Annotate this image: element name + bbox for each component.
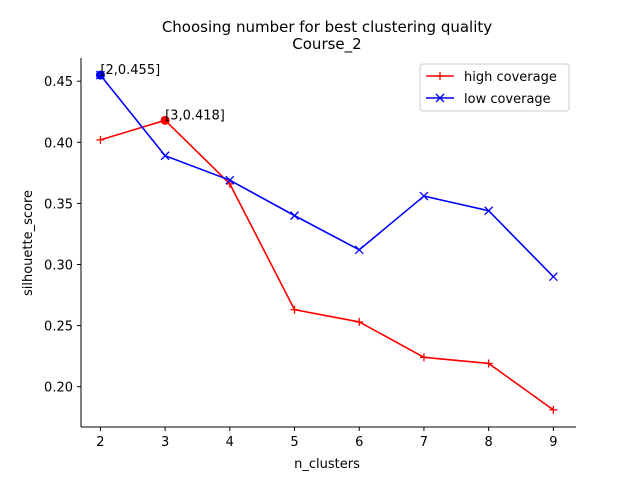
legend: high coverage low coverage (419, 63, 570, 112)
x-tick-label: 2 (96, 435, 104, 450)
y-tick-label: 0.20 (44, 381, 73, 396)
legend-item: low coverage (426, 92, 551, 107)
y-tick-label: 0.25 (44, 320, 73, 335)
x-tick-label: 4 (226, 435, 234, 450)
data-point (290, 211, 299, 221)
annotations: [2,0.455] [3,0.418] (95, 63, 225, 125)
chart-subtitle: Course_2 (292, 35, 361, 54)
axes: 2 3 4 5 6 7 8 9 0.20 0.25 0.30 0.35 0.40 0.45 (44, 58, 576, 450)
data-point (160, 151, 170, 161)
x-tick-label: 7 (420, 435, 428, 450)
x-tick-label: 8 (485, 435, 493, 450)
series-high-coverage (96, 116, 558, 414)
data-point (484, 206, 494, 216)
chart-title: Choosing number for best clustering qual… (162, 18, 492, 36)
x-axis-label: n_clusters (294, 457, 360, 472)
series-layer (95, 70, 558, 414)
legend-item: high coverage (426, 70, 557, 85)
data-point (96, 135, 105, 144)
legend-marker (435, 93, 445, 103)
legend-marker (436, 72, 444, 80)
data-point (355, 317, 364, 326)
data-point (549, 405, 558, 414)
y-tick-label: 0.35 (44, 197, 73, 212)
series-line (99, 74, 554, 278)
data-point (225, 179, 234, 188)
x-tick-label: 5 (290, 435, 298, 450)
y-axis-label: silhouette_score (21, 190, 36, 296)
data-point (225, 175, 235, 185)
data-point (419, 191, 429, 201)
highlight-label: [3,0.418] (165, 108, 225, 123)
data-point (419, 353, 428, 362)
y-tick-label: 0.40 (44, 136, 73, 151)
highlight-point (95, 70, 105, 80)
x-tick-label: 9 (549, 435, 557, 450)
legend-label: low coverage (464, 92, 551, 107)
series-low-coverage (95, 70, 558, 282)
data-point (548, 272, 558, 282)
data-point (290, 305, 299, 314)
legend-box (419, 63, 570, 112)
x-tick-label: 3 (161, 435, 169, 450)
y-tick-label: 0.30 (44, 258, 73, 273)
highlight-point (160, 115, 170, 125)
highlight-label: [2,0.455] (100, 63, 160, 78)
data-point (484, 359, 493, 368)
x-tick-label: 6 (355, 435, 363, 450)
data-point (354, 245, 364, 255)
legend-label: high coverage (464, 70, 557, 85)
series-line (100, 119, 554, 411)
y-tick-label: 0.45 (44, 75, 73, 90)
